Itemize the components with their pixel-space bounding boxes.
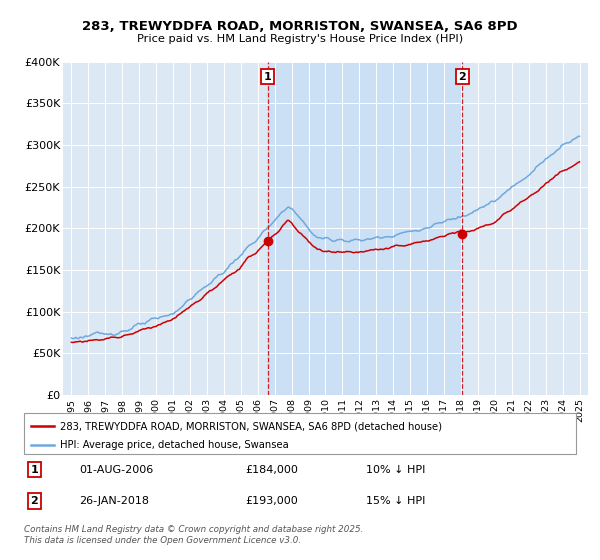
Text: 2: 2	[31, 496, 38, 506]
Text: 26-JAN-2018: 26-JAN-2018	[79, 496, 149, 506]
Text: £184,000: £184,000	[245, 465, 298, 475]
Text: 283, TREWYDDFA ROAD, MORRISTON, SWANSEA, SA6 8PD (detached house): 283, TREWYDDFA ROAD, MORRISTON, SWANSEA,…	[60, 421, 442, 431]
Text: 01-AUG-2006: 01-AUG-2006	[79, 465, 154, 475]
FancyBboxPatch shape	[24, 413, 576, 454]
Text: 2: 2	[458, 72, 466, 82]
Text: Contains HM Land Registry data © Crown copyright and database right 2025.
This d: Contains HM Land Registry data © Crown c…	[24, 525, 364, 545]
Text: 15% ↓ HPI: 15% ↓ HPI	[366, 496, 425, 506]
Text: £193,000: £193,000	[245, 496, 298, 506]
Text: HPI: Average price, detached house, Swansea: HPI: Average price, detached house, Swan…	[60, 440, 289, 450]
Bar	[268, 62, 462, 395]
Text: 1: 1	[31, 465, 38, 475]
Text: 1: 1	[264, 72, 272, 82]
Text: Price paid vs. HM Land Registry's House Price Index (HPI): Price paid vs. HM Land Registry's House …	[137, 34, 463, 44]
Text: 10% ↓ HPI: 10% ↓ HPI	[366, 465, 425, 475]
Text: 283, TREWYDDFA ROAD, MORRISTON, SWANSEA, SA6 8PD: 283, TREWYDDFA ROAD, MORRISTON, SWANSEA,…	[82, 20, 518, 32]
